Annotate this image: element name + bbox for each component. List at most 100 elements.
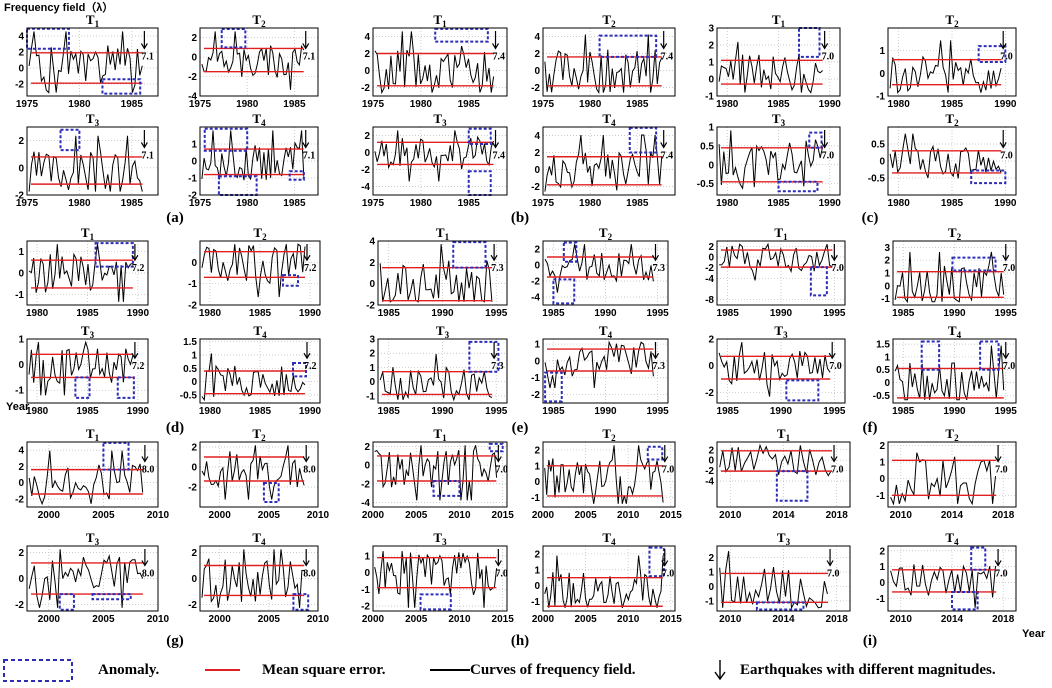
anomaly-box xyxy=(203,127,249,152)
plot-frame xyxy=(377,240,508,306)
plot-frame xyxy=(26,27,159,97)
earthquake-arrow-head xyxy=(131,352,139,360)
y-tick-label: 0 xyxy=(708,160,714,171)
subplot-title-sub: 2 xyxy=(957,232,962,242)
y-tick-label: -1 xyxy=(15,386,24,397)
panel-label: (g) xyxy=(166,633,184,649)
y-tick-label: -1 xyxy=(361,585,370,596)
frequency-curve xyxy=(201,243,306,298)
subplot-title-sub: 2 xyxy=(261,19,266,29)
frequency-curve xyxy=(374,31,495,95)
frequency-curve xyxy=(201,31,305,90)
x-tick-label: 2000 xyxy=(38,510,61,521)
plot-frame xyxy=(199,338,321,404)
x-tick-label: 2014 xyxy=(772,510,795,521)
magnitude-label: 7.0 xyxy=(662,569,675,580)
y-tick-label: 1 xyxy=(18,335,24,346)
y-tick-label: -1 xyxy=(531,373,540,384)
x-tick-label: 2010 xyxy=(448,614,471,625)
y-tick-label: 0 xyxy=(18,574,24,585)
anomaly-box xyxy=(775,470,809,502)
earthquake-arrow-head xyxy=(999,142,1007,149)
earthquake-arrow-head xyxy=(661,560,669,567)
magnitude-label: 7.0 xyxy=(1003,263,1016,274)
magnitude-label: 7.4 xyxy=(661,150,674,161)
anomaly-box xyxy=(292,362,307,378)
subplot-title-sub: 4 xyxy=(261,537,266,547)
plot-frame xyxy=(716,338,846,404)
earthquake-arrow-head xyxy=(661,456,669,463)
earthquake-arrow-head xyxy=(303,254,311,262)
y-tick-label: 0 xyxy=(534,356,540,367)
anomaly-box xyxy=(467,170,492,196)
x-tick-label: 2000 xyxy=(532,614,555,625)
y-tick-label: -4 xyxy=(361,498,370,509)
y-tick-label: -2 xyxy=(361,602,370,613)
plot-frame xyxy=(199,545,319,612)
magnitude-label: 7.0 xyxy=(1000,51,1013,62)
subplot-title-sub: 2 xyxy=(954,19,959,29)
subplot-title: T4 xyxy=(599,323,613,340)
x-tick-label: 1985 xyxy=(717,406,740,417)
plot-frame xyxy=(542,441,676,508)
subplot-title-sub: 1 xyxy=(445,232,450,242)
x-tick-label: 2005 xyxy=(258,614,281,625)
y-tick-label: 0 xyxy=(18,64,24,75)
y-tick-label: 1 xyxy=(191,140,197,151)
frequency-curve xyxy=(201,549,305,608)
y-tick-label: 3 xyxy=(884,243,890,254)
x-tick-label: 1985 xyxy=(283,198,306,209)
y-tick-label: 0.5 xyxy=(183,364,197,375)
magnitude-label: 7.4 xyxy=(493,150,506,161)
x-tick-label: 1985 xyxy=(717,308,740,319)
x-tick-label: 2015 xyxy=(492,614,515,625)
y-tick-label: 1 xyxy=(708,568,714,579)
frequency-curve xyxy=(374,445,498,501)
x-tick-label: 1990 xyxy=(819,99,842,110)
subplot: 1980 1985 1990 -0.5 0 0.5 T2 7.0 xyxy=(868,111,1017,209)
x-tick-label: 1995 xyxy=(485,406,508,417)
subplot: 1985 1990 1995 -2 0 2 T3 7.0 xyxy=(705,323,846,417)
y-tick-label: 1 xyxy=(708,58,714,69)
anomaly-box xyxy=(58,593,75,611)
y-tick-label: 2 xyxy=(191,443,197,454)
anomaly-box xyxy=(74,376,91,399)
x-tick-label: 1985 xyxy=(249,308,272,319)
earthquake-arrow-head xyxy=(302,560,310,567)
earthquake-arrow-head xyxy=(302,142,310,149)
legend-quake-label: Earthquakes with different magnitudes. xyxy=(740,662,996,678)
x-tick-label: 2015 xyxy=(660,614,683,625)
panel-label-group: (a) (b) (c) (d) (e) (f) (g) (h) (i) xyxy=(166,210,879,649)
y-tick-label: 0.5 xyxy=(700,141,714,152)
y-tick-label: -2 xyxy=(361,479,370,490)
plot-frame xyxy=(372,441,508,508)
earthquake-arrow-head xyxy=(830,456,838,463)
plot-frame xyxy=(372,27,508,97)
subplot: 1975 1980 1985 -2 0 2 4 T1 7.1 xyxy=(15,12,159,110)
earthquake-arrow-head xyxy=(1002,254,1010,262)
anomaly-box xyxy=(467,127,492,145)
magnitude-label: 8.0 xyxy=(303,569,316,580)
earthquake-arrow-head xyxy=(131,254,139,262)
x-tick-label: 1995 xyxy=(646,406,669,417)
subplot: 1985 1990 1995 -8 -4-202 T1 7.0 xyxy=(705,225,846,319)
x-tick-label: 2010 xyxy=(719,614,742,625)
subplot-title: T2 xyxy=(602,12,616,29)
earthquake-arrow-head xyxy=(490,254,498,262)
x-tick-label: 1980 xyxy=(579,198,602,209)
anomaly-box xyxy=(977,45,1007,64)
frequency-curve xyxy=(889,40,1002,94)
subplot-title: T3 xyxy=(774,323,788,340)
earthquake-arrow-head xyxy=(494,456,502,463)
earthquake-arrow-head xyxy=(491,43,500,50)
x-tick-label: 1990 xyxy=(770,308,793,319)
anomaly-box xyxy=(488,442,504,453)
y-tick-label: 1 xyxy=(534,565,540,576)
anomaly-box xyxy=(102,441,130,471)
anomaly-box xyxy=(116,376,135,399)
x-tick-label: 1980 xyxy=(716,99,739,110)
magnitude-label: 8.0 xyxy=(142,569,155,580)
x-tick-label: 1995 xyxy=(823,406,846,417)
